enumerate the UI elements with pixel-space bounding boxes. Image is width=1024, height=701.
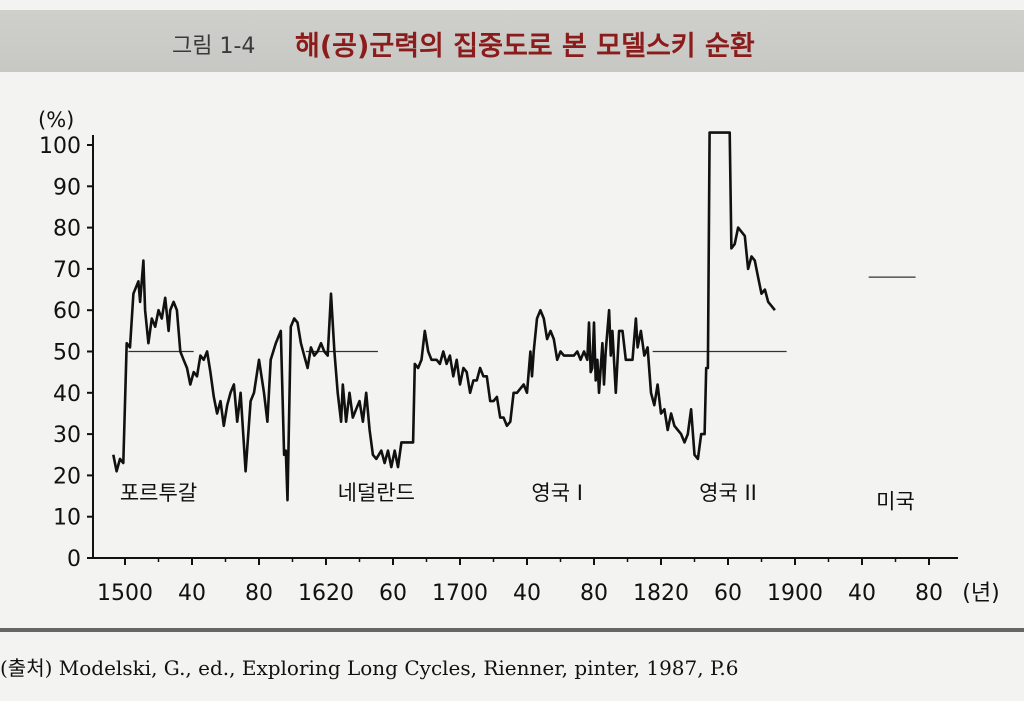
divider-rule [0, 628, 1024, 632]
x-tick-label: 40 [513, 581, 541, 606]
title-bar: 그림 1-4 해(공)군력의 집중도로 본 모델스키 순환 [0, 10, 1024, 72]
series-line [112, 131, 776, 502]
y-tick-label: 0 [67, 547, 81, 572]
x-tick-label: 60 [379, 581, 407, 606]
x-tick-label: 40 [848, 581, 876, 606]
x-tick-label: 80 [580, 581, 608, 606]
x-tick-label: 40 [178, 581, 206, 606]
x-tick-label: 1500 [97, 581, 153, 606]
y-tick-label: 90 [53, 175, 81, 200]
cycle-label: 영국 I [531, 481, 583, 505]
y-tick-label: 100 [39, 134, 81, 159]
y-tick-label: 10 [53, 506, 81, 531]
x-tick-label: 60 [714, 581, 742, 606]
cycle-label: 영국 II [699, 481, 757, 505]
x-tick-label: 1700 [432, 581, 488, 606]
x-tick-label: 1900 [767, 581, 823, 606]
x-tick-label: 80 [915, 581, 943, 606]
y-axis-label: (%) [38, 108, 74, 132]
cycle-label: 미국 [876, 489, 915, 513]
line-chart: (%) 0 10 20 30 40 50 60 70 80 90 100 1500 40 80 1620 60 1… [38, 108, 1000, 606]
x-tick-label: 80 [245, 581, 273, 606]
y-tick-label: 60 [53, 299, 81, 324]
y-tick-label: 50 [53, 341, 81, 366]
x-tick-label: 1620 [298, 581, 354, 606]
y-tick-label: 80 [53, 217, 81, 242]
x-axis-unit: (년) [962, 581, 999, 606]
cycle-label: 네덜란드 [338, 481, 415, 505]
cycle-label: 포르투갈 [120, 481, 197, 505]
y-tick-label: 70 [53, 258, 81, 283]
figure-number: 그림 1-4 [172, 34, 256, 59]
y-tick-label: 40 [53, 382, 81, 407]
figure-title: 해(공)군력의 집중도로 본 모델스키 순환 [295, 31, 755, 62]
x-tick-label: 1820 [633, 581, 689, 606]
y-tick-label: 20 [53, 464, 81, 489]
source-citation: (출처) Modelski, G., ed., Exploring Long C… [0, 656, 739, 680]
y-tick-label: 30 [53, 423, 81, 448]
